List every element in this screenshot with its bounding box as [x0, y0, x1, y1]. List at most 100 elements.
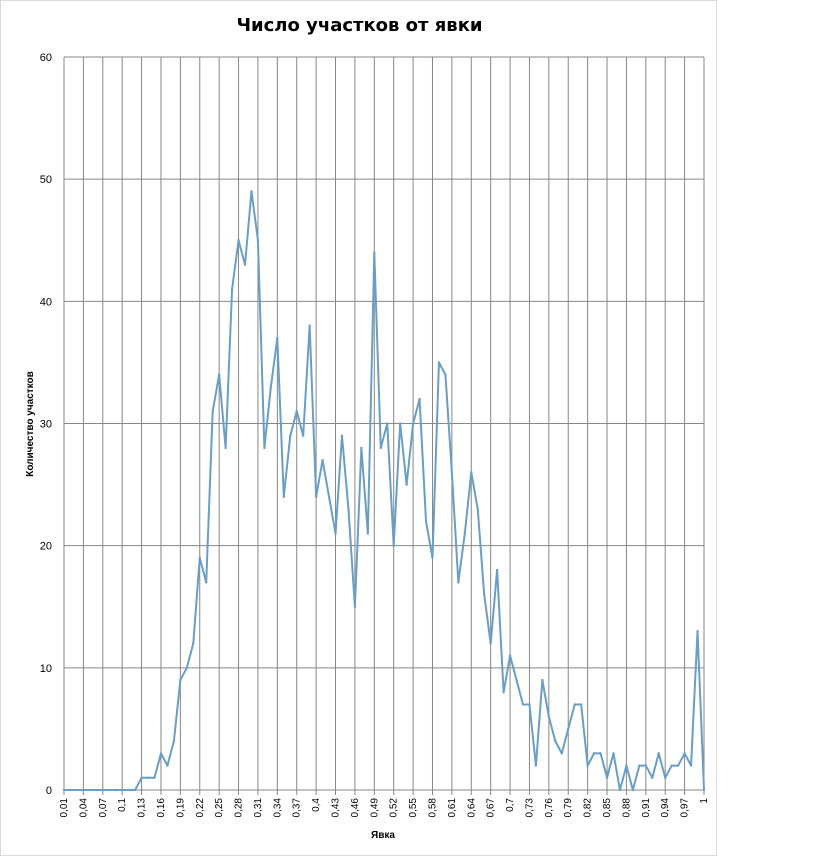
- data-point: [308, 324, 311, 327]
- x-tick-label: 0,58: [427, 798, 438, 818]
- y-tick-label: 60: [40, 52, 52, 64]
- x-tick-label: 0,4: [311, 798, 322, 812]
- x-tick-label: 0,13: [137, 798, 148, 818]
- data-point: [554, 739, 557, 743]
- data-point: [366, 532, 370, 535]
- x-axis-label: Явка: [371, 830, 395, 841]
- data-point: [379, 446, 382, 450]
- data-point: [528, 703, 531, 706]
- data-point: [599, 752, 602, 755]
- data-point: [146, 776, 150, 779]
- data-point: [101, 788, 104, 792]
- data-point: [62, 788, 66, 792]
- y-tick-label: 50: [40, 174, 52, 186]
- x-tick-label: 0,7: [505, 798, 516, 812]
- data-point: [75, 788, 79, 792]
- data-point: [547, 715, 551, 718]
- data-point: [243, 263, 247, 266]
- x-tick-label: 0,82: [583, 798, 594, 818]
- data-point: [521, 703, 525, 706]
- x-axis-ticks: 0,01 0,04 0,07 0,1 0,13 0,16 0,19 0,22 0,25 0,28 0…: [59, 790, 710, 817]
- data-points: [62, 190, 706, 792]
- x-tick-label: 0,55: [408, 798, 419, 818]
- x-tick-label: 0,67: [486, 798, 497, 818]
- x-tick-label: 0,34: [272, 798, 283, 818]
- data-point: [579, 703, 583, 706]
- data-point: [114, 788, 117, 792]
- data-point: [386, 422, 389, 425]
- x-tick-label: 0,43: [331, 798, 342, 818]
- data-point: [327, 495, 331, 498]
- data-point: [185, 666, 189, 670]
- data-point: [373, 251, 376, 254]
- y-tick-label: 20: [40, 541, 52, 553]
- y-tick-label: 30: [40, 419, 52, 431]
- data-point: [95, 788, 98, 792]
- data-point: [702, 788, 706, 792]
- y-tick-label: 10: [40, 663, 52, 675]
- data-point: [605, 776, 609, 779]
- data-point: [670, 764, 673, 767]
- x-tick-label: 0,94: [660, 798, 671, 818]
- x-tick-label: 0,04: [78, 798, 89, 818]
- data-point: [360, 446, 363, 450]
- data-point: [457, 581, 460, 584]
- data-point: [541, 678, 544, 682]
- x-tick-label: 0,88: [621, 798, 632, 818]
- data-point: [534, 764, 538, 767]
- x-tick-label: 0,85: [602, 798, 613, 818]
- data-point: [586, 764, 589, 767]
- data-point: [140, 776, 143, 779]
- x-tick-label: 1: [699, 798, 710, 804]
- data-point: [696, 629, 699, 633]
- x-tick-label: 0,19: [175, 798, 186, 818]
- data-point: [592, 752, 596, 755]
- series-line: [64, 190, 705, 791]
- data-point: [88, 788, 92, 792]
- data-point: [289, 434, 292, 437]
- data-point: [405, 483, 408, 486]
- data-point: [483, 593, 486, 596]
- data-point: [314, 495, 318, 498]
- data-point: [560, 752, 563, 755]
- x-tick-label: 0,97: [680, 798, 691, 818]
- chart-frame: Число участков от явки 0 10 20 30 40 50 60 0,0…: [0, 0, 717, 856]
- data-point: [120, 788, 124, 792]
- data-point: [108, 788, 111, 792]
- data-point: [301, 434, 305, 437]
- x-tick-label: 0,25: [214, 798, 225, 818]
- x-tick-label: 0,73: [524, 798, 535, 818]
- data-point: [347, 507, 350, 511]
- data-point: [250, 190, 253, 193]
- y-tick-label: 0: [46, 785, 52, 797]
- data-point: [159, 752, 163, 755]
- data-point: [392, 544, 395, 547]
- data-point: [263, 446, 266, 450]
- data-point: [431, 556, 434, 560]
- data-point: [463, 532, 467, 535]
- data-point: [211, 410, 214, 413]
- data-point: [631, 788, 635, 792]
- data-point: [69, 788, 72, 792]
- data-point: [515, 678, 518, 682]
- data-point: [418, 397, 421, 401]
- data-point: [230, 287, 234, 291]
- chart-title: Число участков от явки: [236, 15, 483, 36]
- data-point: [424, 520, 428, 523]
- data-point: [217, 373, 221, 376]
- y-axis-ticks: 0 10 20 30 40 50 60: [40, 52, 52, 797]
- data-point: [172, 739, 176, 743]
- data-point: [612, 752, 615, 755]
- data-point: [237, 239, 240, 242]
- y-axis-label: Количество участков: [25, 371, 36, 477]
- data-point: [334, 532, 337, 535]
- data-point: [295, 410, 298, 413]
- data-point: [676, 764, 680, 767]
- x-tick-label: 0,64: [466, 798, 477, 818]
- x-tick-label: 0,46: [350, 798, 361, 818]
- data-point: [476, 507, 479, 511]
- data-point: [567, 727, 570, 731]
- data-point: [638, 764, 641, 767]
- data-point: [340, 434, 344, 437]
- data-point: [127, 788, 130, 792]
